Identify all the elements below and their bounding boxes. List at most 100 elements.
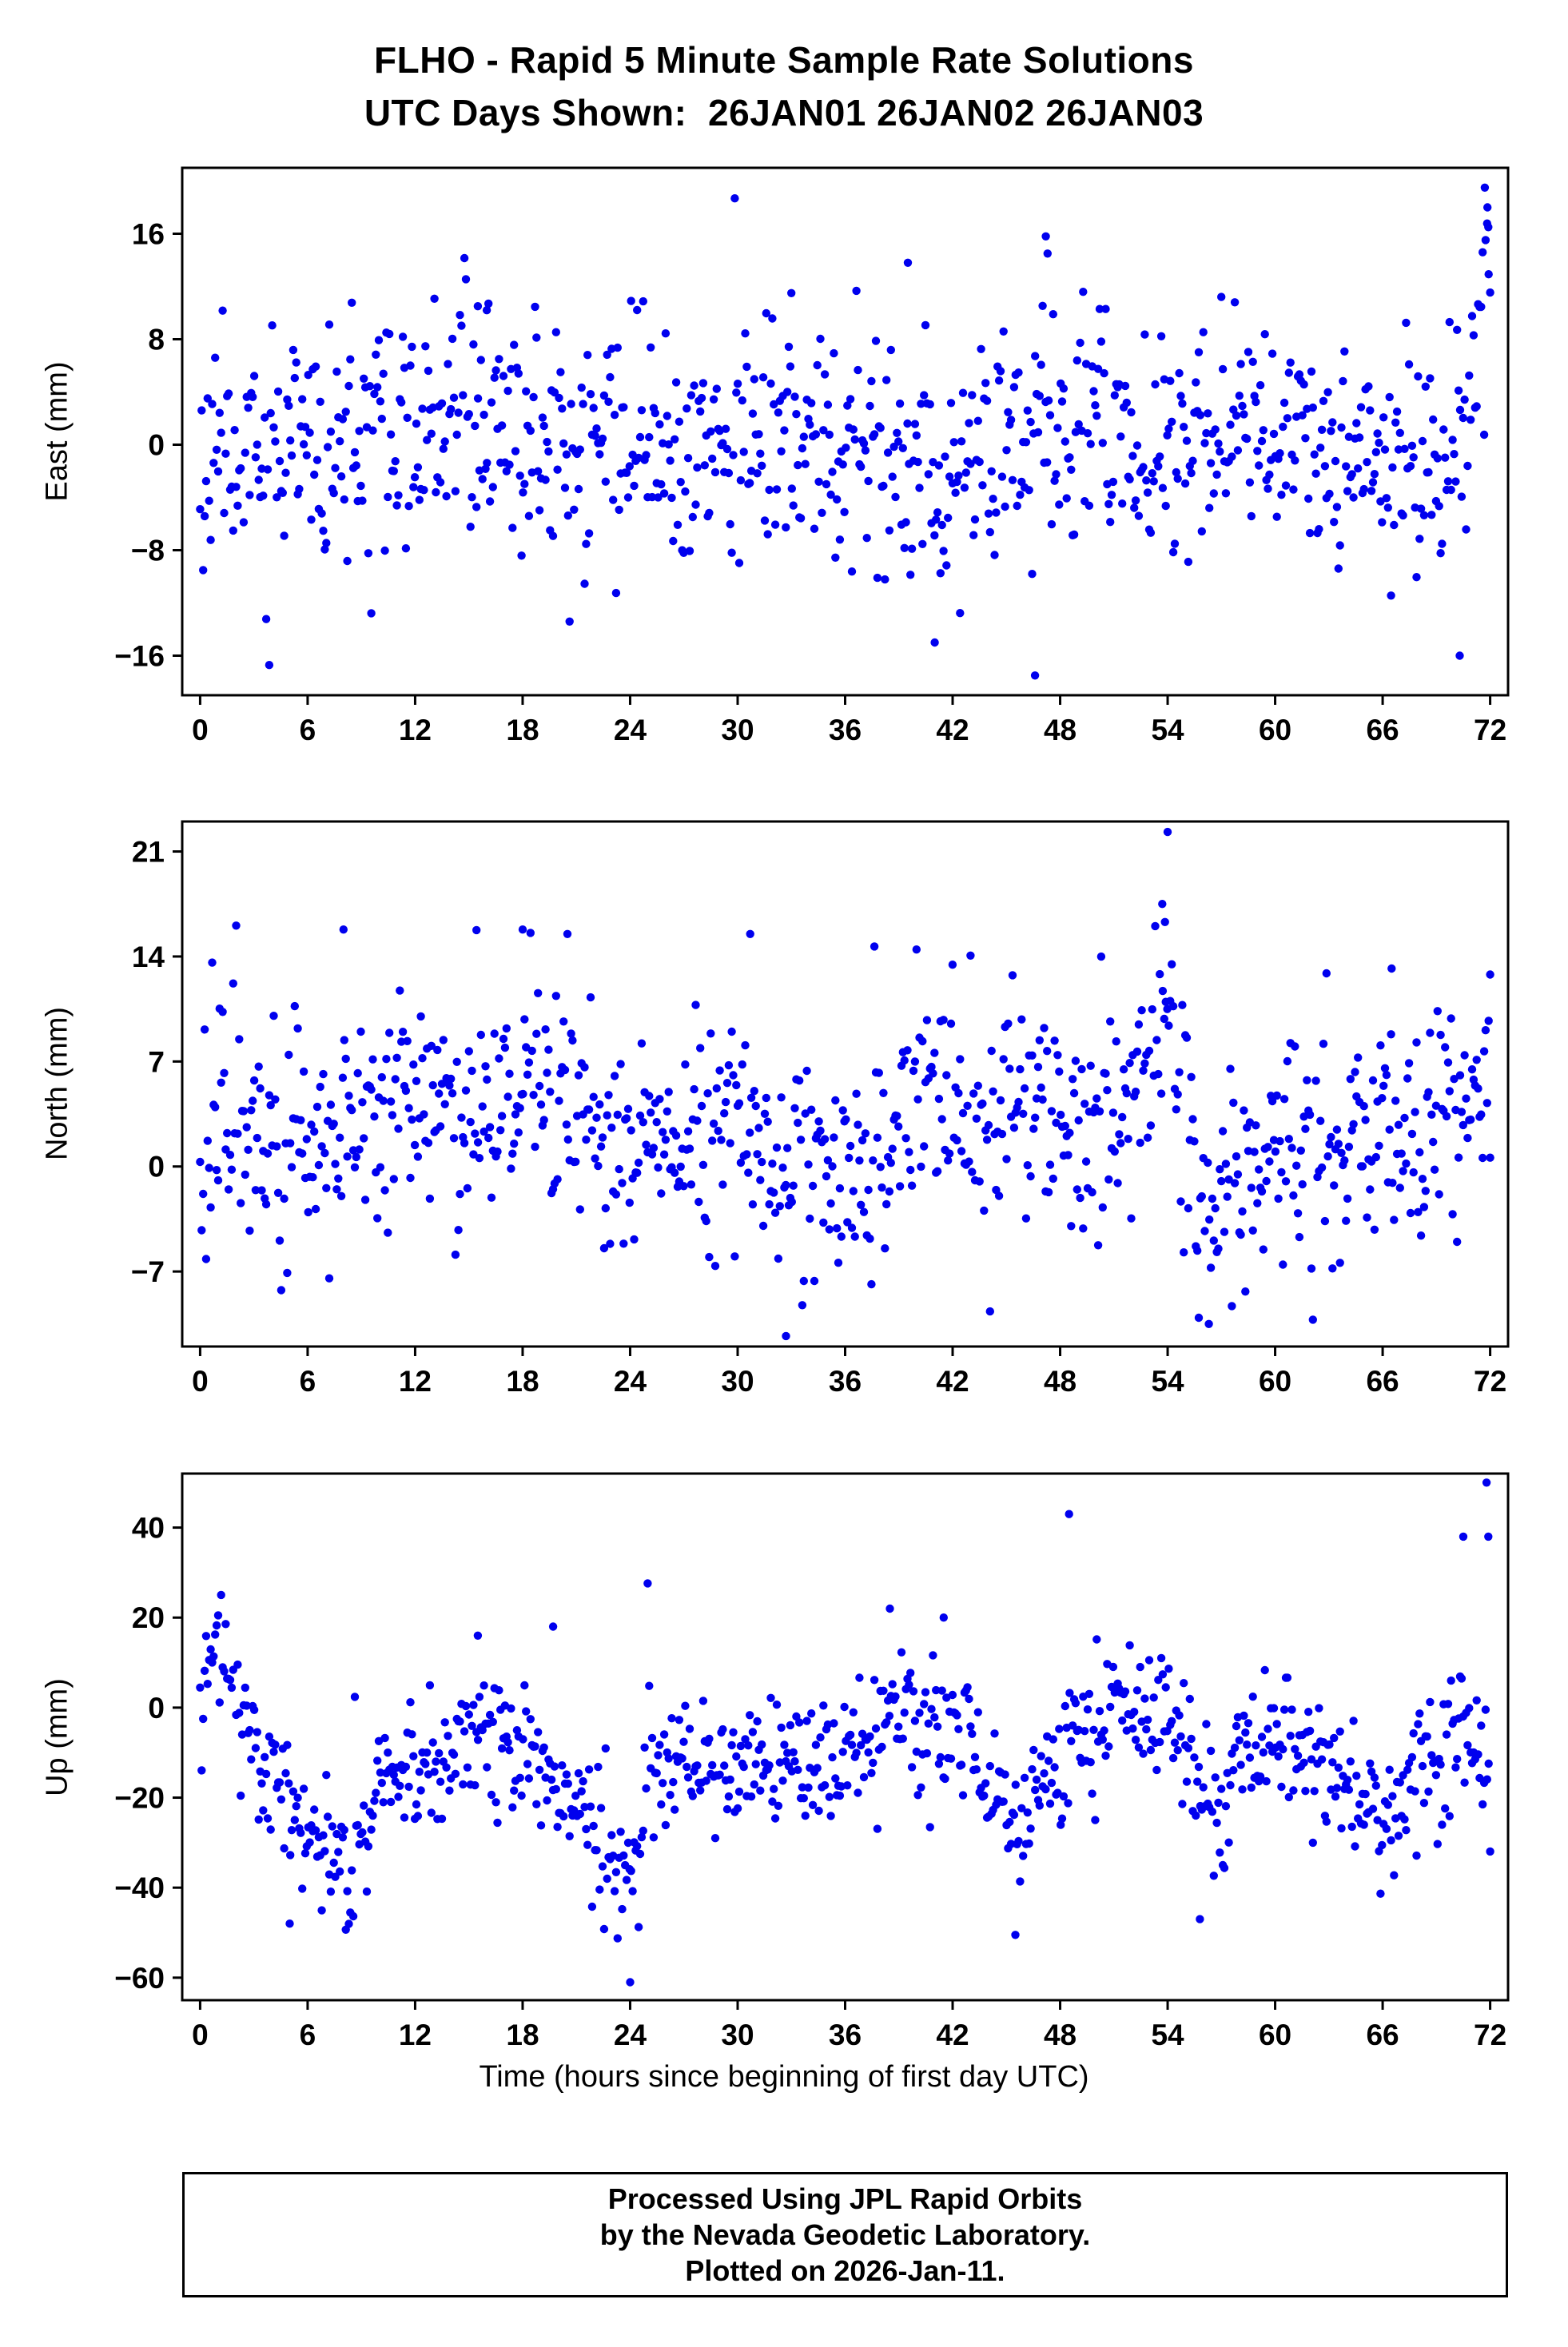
- data-point: [1378, 1840, 1387, 1850]
- data-point: [290, 1816, 299, 1824]
- data-point: [623, 493, 633, 502]
- data-point: [340, 1036, 348, 1044]
- data-point: [249, 372, 259, 380]
- data-point: [808, 1800, 818, 1809]
- data-point: [794, 460, 802, 470]
- data-point: [508, 523, 517, 532]
- data-point: [1352, 419, 1361, 428]
- data-point: [790, 392, 799, 401]
- data-point: [891, 1692, 900, 1701]
- data-point: [1332, 1125, 1342, 1134]
- data-point: [1407, 1752, 1417, 1762]
- data-point: [734, 1787, 744, 1796]
- data-point: [1173, 474, 1182, 483]
- data-point: [1394, 1120, 1403, 1129]
- data-point: [505, 1069, 514, 1078]
- data-point: [746, 479, 754, 487]
- data-point: [1002, 446, 1011, 455]
- data-point: [1083, 429, 1092, 438]
- data-point: [1269, 1704, 1279, 1713]
- data-point: [1130, 1708, 1139, 1716]
- data-point-outlier: [885, 1604, 894, 1613]
- data-point: [1454, 1153, 1463, 1162]
- data-point: [562, 1770, 571, 1779]
- data-point: [1479, 430, 1489, 440]
- data-point: [1399, 511, 1407, 520]
- data-point: [1453, 1755, 1462, 1764]
- data-point: [502, 1024, 511, 1033]
- data-point: [1451, 477, 1460, 486]
- data-point: [218, 306, 227, 315]
- data-point: [1460, 1051, 1469, 1060]
- data-point: [1240, 1711, 1248, 1720]
- data-point: [374, 336, 384, 344]
- data-point: [567, 1029, 575, 1038]
- data-point: [1206, 1263, 1216, 1272]
- data-point: [987, 467, 996, 475]
- data-point: [873, 1824, 882, 1833]
- chart-subtitle: UTC Days Shown: 26JAN01 26JAN02 26JAN03: [364, 92, 1204, 133]
- data-point: [591, 1154, 599, 1163]
- data-point: [607, 1124, 616, 1132]
- data-point: [409, 1060, 418, 1069]
- data-point-outlier: [930, 638, 939, 647]
- data-point: [599, 1924, 609, 1934]
- data-point: [1098, 439, 1108, 448]
- data-point: [774, 1254, 783, 1263]
- data-point: [661, 1136, 671, 1144]
- data-point: [1064, 1799, 1073, 1808]
- data-point: [801, 1812, 810, 1820]
- data-point: [209, 1652, 218, 1661]
- data-point: [502, 467, 511, 475]
- data-point: [1255, 1165, 1264, 1174]
- data-point: [408, 342, 416, 352]
- data-point: [1293, 1751, 1303, 1760]
- data-point: [733, 1804, 742, 1813]
- data-point: [1137, 1006, 1146, 1015]
- data-point: [1118, 1716, 1127, 1725]
- data-point: [900, 1709, 909, 1717]
- data-point: [1406, 462, 1415, 471]
- data-point: [577, 1787, 586, 1796]
- data-point: [1400, 444, 1409, 453]
- data-point: [478, 1102, 487, 1111]
- data-point: [898, 444, 908, 452]
- data-point: [484, 299, 493, 308]
- data-point: [1361, 1116, 1370, 1124]
- data-point: [966, 951, 975, 961]
- data-point: [982, 1136, 992, 1144]
- data-point: [1093, 1241, 1103, 1250]
- data-point: [724, 1792, 734, 1801]
- data-point: [232, 921, 241, 930]
- data-point: [1197, 1191, 1207, 1201]
- data-point: [1301, 434, 1310, 443]
- data-point: [1474, 1084, 1482, 1093]
- data-point: [1143, 1715, 1152, 1724]
- data-point: [209, 459, 218, 467]
- data-point: [290, 373, 299, 383]
- data-point: [1021, 438, 1031, 447]
- data-point: [526, 929, 535, 937]
- data-point: [1378, 518, 1387, 527]
- data-point: [478, 475, 487, 483]
- data-point: [322, 539, 331, 547]
- data-point: [483, 1075, 491, 1084]
- data-point: [676, 478, 685, 487]
- data-point: [702, 1776, 710, 1785]
- data-point: [780, 426, 789, 435]
- scatter-points: [196, 1478, 1494, 1987]
- data-point: [410, 1140, 420, 1150]
- data-point: [1484, 270, 1493, 279]
- data-point: [1221, 1160, 1231, 1168]
- data-point: [659, 1779, 667, 1788]
- data-point: [505, 460, 514, 469]
- data-point: [1031, 352, 1040, 360]
- data-point: [613, 1934, 622, 1943]
- data-point: [732, 1080, 741, 1090]
- data-point: [329, 1858, 338, 1868]
- data-point: [895, 399, 905, 408]
- data-point: [679, 1737, 688, 1746]
- data-point: [1259, 426, 1268, 435]
- data-point: [881, 575, 889, 584]
- data-point: [1220, 1227, 1229, 1236]
